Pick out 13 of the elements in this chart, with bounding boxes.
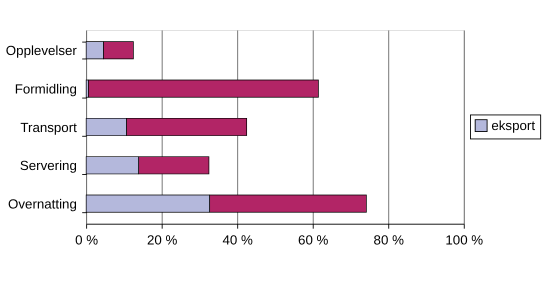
x-tick-label: 60 %	[298, 232, 329, 248]
y-tick-label: Overnatting	[8, 196, 77, 212]
y-tick-label: Servering	[20, 158, 77, 174]
y-tick-label: Transport	[20, 120, 78, 135]
y-tick-label: Opplevelser	[6, 43, 78, 58]
x-tick-label: 40 %	[222, 232, 254, 248]
x-tick-label: 100 %	[445, 232, 484, 248]
y-tick-label: Formidling	[14, 81, 77, 96]
x-tick-label: 0 %	[75, 232, 98, 248]
bar	[88, 80, 319, 98]
x-tick-label: 20 %	[146, 232, 178, 248]
legend-label: eksport	[491, 118, 536, 134]
x-tick-label: 80 %	[374, 232, 404, 248]
